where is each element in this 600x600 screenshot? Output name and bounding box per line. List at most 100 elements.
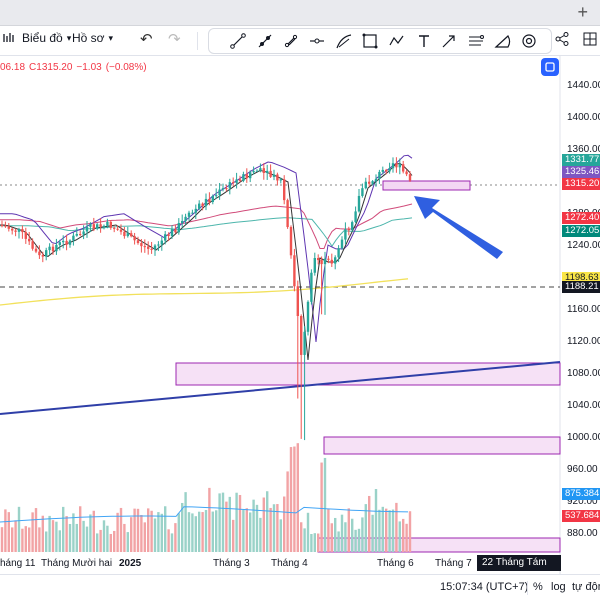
volume-bar xyxy=(14,520,17,552)
status-bar: 15:07:34 (UTC+7) % log tự động xyxy=(0,574,600,600)
candle-body xyxy=(255,170,259,172)
candle-body xyxy=(89,224,92,227)
volume-bar xyxy=(262,497,265,552)
chart-menu-button[interactable]: Biểu đồ ▾ xyxy=(2,31,71,45)
trend-line[interactable] xyxy=(0,361,561,415)
volume-bar xyxy=(225,501,228,552)
supply-zone-rect[interactable] xyxy=(323,436,561,455)
volume-bar xyxy=(11,527,14,552)
demand-zone-rect[interactable] xyxy=(175,362,561,386)
time-label: Tháng 6 xyxy=(377,558,414,569)
volume-zone-rect[interactable] xyxy=(317,537,561,553)
pie-icon[interactable] xyxy=(493,32,511,50)
volume-bar xyxy=(79,506,82,552)
trend-line-icon[interactable] xyxy=(229,32,247,50)
rectangle-icon[interactable] xyxy=(361,32,379,50)
square-icon xyxy=(545,62,555,72)
undo-button[interactable]: ↶ xyxy=(140,31,153,48)
candle-body xyxy=(357,195,361,212)
volume-bar xyxy=(408,511,412,552)
volume-bar xyxy=(272,504,276,552)
redo-button[interactable]: ↷ xyxy=(168,31,181,48)
candle-body xyxy=(354,211,357,223)
share-button[interactable] xyxy=(554,31,570,52)
auto-scale-toggle[interactable]: tự động xyxy=(572,581,600,593)
volume-bar xyxy=(235,492,238,552)
zigzag-icon[interactable] xyxy=(388,32,406,50)
candle-body xyxy=(28,238,31,242)
arc-icon[interactable] xyxy=(335,32,353,50)
candle-body xyxy=(72,235,75,241)
candle-body xyxy=(378,171,381,179)
candle-body xyxy=(116,228,119,230)
candlesticks xyxy=(0,157,412,441)
candle-body xyxy=(79,234,82,236)
candle-body xyxy=(385,169,388,172)
volume-bar xyxy=(65,516,68,552)
price-chart[interactable] xyxy=(0,56,600,574)
volume-bar xyxy=(232,519,235,552)
toolbar-divider xyxy=(197,32,198,50)
ray-icon[interactable] xyxy=(256,32,274,50)
arrow-icon[interactable] xyxy=(440,32,458,50)
candle-body xyxy=(201,203,204,207)
volume-bar xyxy=(48,515,51,552)
candle-body xyxy=(51,246,55,252)
time-label: Tháng 7 xyxy=(435,558,472,569)
price-tick: 1400.00 xyxy=(567,112,600,123)
candle-body xyxy=(119,229,123,232)
lock-scale-button[interactable] xyxy=(541,58,559,76)
candle-body xyxy=(198,203,201,209)
annotation-arrow[interactable] xyxy=(414,196,503,259)
candle-body xyxy=(347,229,350,231)
candle-body xyxy=(167,234,170,237)
brush-icon[interactable] xyxy=(282,32,300,50)
target-zone-rect[interactable] xyxy=(382,180,471,191)
volume-bar xyxy=(201,512,204,552)
candle-body xyxy=(391,163,395,169)
status-divider xyxy=(527,581,528,595)
price-tick: 1080.00 xyxy=(567,368,600,379)
text-icon[interactable] xyxy=(415,32,433,50)
volume-bar xyxy=(245,508,248,552)
log-scale-toggle[interactable]: log xyxy=(551,581,566,593)
candle-body xyxy=(34,248,38,252)
candle-body xyxy=(405,171,408,175)
volume-bar xyxy=(62,506,65,552)
candle-body xyxy=(82,231,85,235)
candle-body xyxy=(262,168,265,173)
volume-bar xyxy=(45,531,48,552)
clock-display[interactable]: 15:07:34 (UTC+7) xyxy=(440,581,529,593)
volume-bar xyxy=(136,508,140,552)
candle-body xyxy=(310,272,313,302)
time-label: Tháng 4 xyxy=(271,558,308,569)
candle-body xyxy=(208,198,211,202)
chevron-down-icon: ▾ xyxy=(66,32,72,43)
horizontal-line-icon[interactable] xyxy=(308,32,326,50)
candle-body xyxy=(140,243,143,247)
candle-body xyxy=(317,258,320,261)
candle-body xyxy=(266,170,269,173)
volume-bar xyxy=(170,533,174,552)
percent-scale-toggle[interactable]: % xyxy=(533,581,543,593)
volume-bar xyxy=(21,528,24,552)
volume-bar xyxy=(164,506,167,552)
new-tab-button[interactable]: + xyxy=(577,2,588,22)
volume-bar xyxy=(119,507,123,552)
candle-body xyxy=(58,242,61,245)
candle-body xyxy=(368,181,371,184)
layout-button[interactable] xyxy=(582,31,598,52)
eye-icon[interactable] xyxy=(520,32,538,50)
volume-bar xyxy=(130,517,133,552)
fib-icon[interactable] xyxy=(467,32,485,50)
volume-bar xyxy=(211,511,214,552)
volume-bar xyxy=(82,520,85,552)
candle-body xyxy=(300,316,303,355)
volume-bar xyxy=(31,512,34,552)
candle-body xyxy=(143,246,146,248)
candle-body xyxy=(279,179,282,181)
volume-bar xyxy=(85,526,89,552)
profile-menu-button[interactable]: Hồ sơ ▾ xyxy=(72,31,113,45)
candle-body xyxy=(259,168,262,171)
volume-bar xyxy=(252,499,255,552)
